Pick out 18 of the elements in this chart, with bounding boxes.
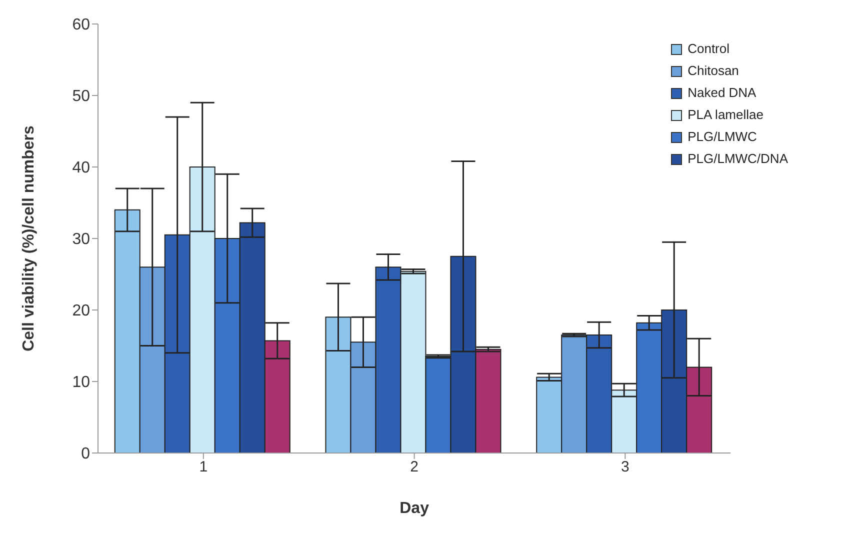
x-axis-title: Day bbox=[400, 500, 430, 517]
legend-label: PLG/LMWC bbox=[688, 128, 757, 146]
y-tick-label: 60 bbox=[72, 16, 90, 34]
x-tick-label: 3 bbox=[620, 458, 630, 476]
y-axis-title: Cell viability (%)/cell numbers bbox=[20, 125, 38, 352]
y-tick-label: 10 bbox=[72, 374, 90, 392]
y-tick-label: 30 bbox=[72, 231, 90, 248]
y-tick-label: 0 bbox=[81, 446, 90, 463]
y-tick-label: 40 bbox=[72, 160, 90, 177]
y-tick-label: 50 bbox=[72, 88, 90, 106]
legend-label: PLG/LMWC/DNA bbox=[688, 150, 788, 168]
y-tick-label: 20 bbox=[72, 302, 90, 320]
x-tick-label: 2 bbox=[410, 458, 418, 476]
x-tick-label: 1 bbox=[199, 458, 208, 476]
legend-label: Naked DNA bbox=[688, 84, 756, 102]
legend-label: Control bbox=[688, 40, 730, 58]
legend-label: PLA lamellae bbox=[688, 106, 764, 124]
legend-label: Chitosan bbox=[688, 62, 739, 80]
